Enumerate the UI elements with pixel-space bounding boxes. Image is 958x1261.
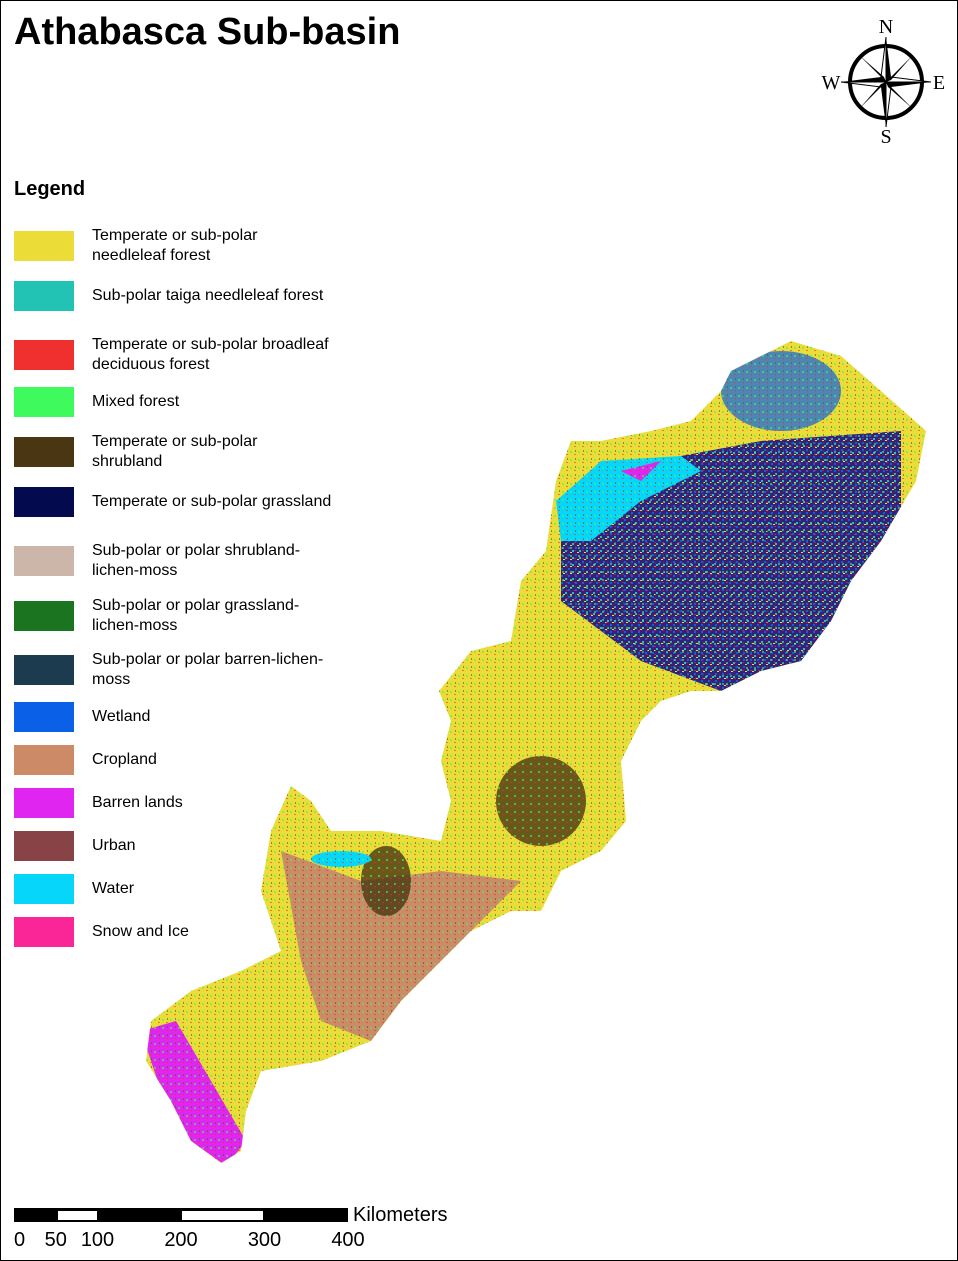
- map-title: Athabasca Sub-basin: [14, 11, 401, 53]
- legend-swatch: [14, 874, 74, 904]
- legend-label: Sub-polar or polar grassland-lichen-moss: [92, 597, 300, 634]
- compass-s: S: [880, 126, 891, 145]
- legend-label: Temperate or sub-polar shrubland: [92, 433, 258, 470]
- legend-label: Wetland: [92, 708, 151, 725]
- legend-label: Temperate or sub-polar grassland: [92, 493, 332, 510]
- scale-bar: [14, 1208, 348, 1222]
- scale-tick-label: 100: [80, 1229, 115, 1251]
- legend-label: Urban: [92, 837, 136, 854]
- compass-w: W: [822, 72, 841, 94]
- legend-swatch: [14, 546, 74, 576]
- scale-tick-label: 200: [164, 1229, 198, 1251]
- scale-unit: Kilometers: [353, 1204, 448, 1226]
- legend-swatch: [14, 702, 74, 732]
- legend-label: Temperate or sub-polar broadleaf deciduo…: [92, 336, 329, 373]
- legend-label: Sub-polar or polar barren-lichen-moss: [92, 651, 324, 688]
- north-arrow-compass: N S W E: [822, 16, 946, 145]
- legend-swatch: [14, 655, 74, 685]
- legend-label: Mixed forest: [92, 393, 180, 410]
- legend-label: Cropland: [92, 751, 157, 768]
- scale-tick-label: 300: [247, 1229, 282, 1251]
- legend-label: Water: [92, 880, 135, 897]
- legend-item: Cropland: [14, 745, 332, 775]
- compass-star-icon: [840, 36, 932, 128]
- legend-label: Barren lands: [92, 794, 183, 811]
- legend-swatch: [14, 487, 74, 517]
- legend-item: Sub-polar or polar barren-lichen-moss: [14, 650, 332, 690]
- legend-label: Snow and Ice: [92, 923, 189, 940]
- legend-item: Sub-polar taiga needleleaf forest: [14, 281, 332, 311]
- compass-e: E: [933, 72, 945, 94]
- legend-item: Snow and Ice: [14, 917, 332, 947]
- legend-item: Sub-polar or polar grassland-lichen-moss: [14, 596, 332, 636]
- legend-swatch: [14, 387, 74, 417]
- legend-swatch: [14, 231, 74, 261]
- legend-item: Wetland: [14, 702, 332, 732]
- scale-tick-label: 0: [14, 1229, 26, 1251]
- legend-swatch: [14, 917, 74, 947]
- legend-swatch: [14, 437, 74, 467]
- compass-n: N: [879, 16, 893, 38]
- legend-swatch: [14, 745, 74, 775]
- legend-item: Temperate or sub-polar grassland: [14, 487, 332, 517]
- legend-item: Temperate or sub-polar needleleaf forest: [14, 226, 332, 266]
- legend-swatch: [14, 601, 74, 631]
- legend-title: Legend: [14, 178, 86, 200]
- legend-item: Mixed forest: [14, 387, 332, 417]
- legend-item: Sub-polar or polar shrubland-lichen-moss: [14, 541, 332, 581]
- scale-segment-white: [182, 1211, 263, 1220]
- legend-label: Temperate or sub-polar needleleaf forest: [92, 227, 258, 264]
- legend-label: Sub-polar taiga needleleaf forest: [92, 287, 324, 304]
- legend-item: Urban: [14, 831, 332, 861]
- legend-label: Sub-polar or polar shrubland-lichen-moss: [92, 542, 301, 579]
- legend-item: Temperate or sub-polar shrubland: [14, 432, 332, 472]
- scale-tick-label: 400: [331, 1229, 365, 1251]
- scale-tick-label: 50: [44, 1229, 67, 1251]
- legend-item: Water: [14, 874, 332, 904]
- legend-swatch: [14, 831, 74, 861]
- legend-item: Barren lands: [14, 788, 332, 818]
- legend-swatch: [14, 788, 74, 818]
- legend-swatch: [14, 340, 74, 370]
- legend-item: Temperate or sub-polar broadleaf deciduo…: [14, 335, 332, 375]
- scale-segment-white: [58, 1211, 97, 1220]
- legend-swatch: [14, 281, 74, 311]
